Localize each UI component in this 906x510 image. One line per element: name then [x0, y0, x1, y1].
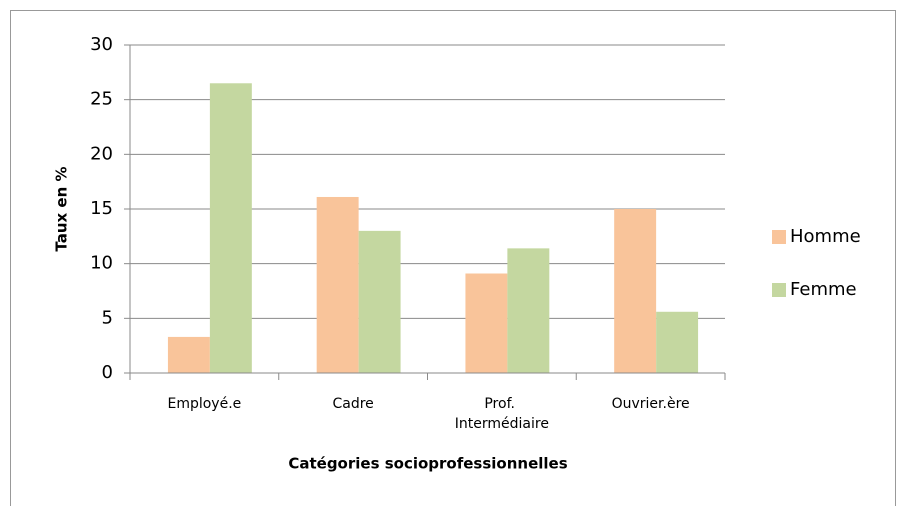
bar	[656, 311, 699, 373]
bar	[358, 230, 401, 373]
legend-swatch	[772, 283, 786, 297]
x-tick-label: Prof. Intermédiaire	[455, 396, 549, 432]
bar	[507, 248, 550, 373]
bar	[209, 83, 252, 374]
legend-label: Homme	[790, 226, 861, 247]
x-tick-label: Employé.e	[167, 396, 241, 412]
y-tick-label: 25	[90, 89, 113, 110]
bar	[167, 336, 210, 373]
bar	[614, 209, 657, 373]
legend-label: Femme	[790, 279, 857, 300]
chart-frame	[10, 10, 896, 506]
x-axis-title: Catégories socioprofessionnelles	[288, 455, 567, 473]
y-tick-label: 20	[90, 143, 113, 164]
y-tick-label: 0	[102, 362, 113, 383]
y-tick-label: 10	[90, 253, 113, 274]
y-tick-label: 15	[90, 198, 113, 219]
x-tick-label: Ouvrier.ère	[612, 396, 690, 412]
bar	[465, 273, 508, 373]
y-tick-label: 30	[90, 34, 113, 55]
x-tick-label: Cadre	[332, 396, 373, 412]
y-tick-label: 5	[102, 307, 113, 328]
legend-swatch	[772, 230, 786, 244]
y-axis-title: Taux en %	[53, 166, 71, 251]
bar	[316, 196, 359, 373]
